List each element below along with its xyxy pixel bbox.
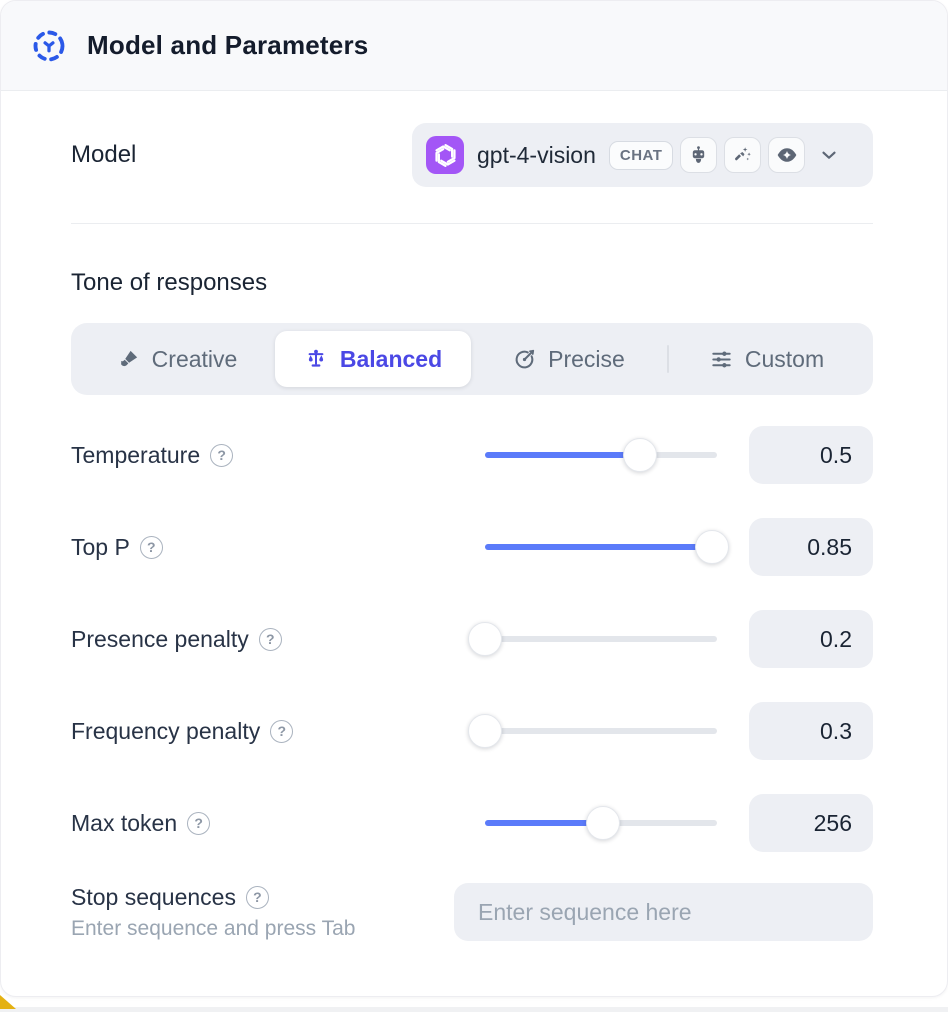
model-type-badge: CHAT [608, 140, 674, 170]
model-label: Model [71, 141, 137, 168]
max-token-slider[interactable] [485, 806, 717, 840]
frequency-penalty-slider[interactable] [468, 714, 717, 748]
help-icon[interactable]: ? [139, 535, 163, 559]
tone-option-label: Custom [744, 345, 825, 372]
parameter-label: Temperature [71, 441, 201, 468]
magic-wand-icon [724, 137, 762, 173]
assistant-robot-icon [680, 137, 718, 173]
tone-option-label: Creative [151, 345, 238, 372]
temperature-slider[interactable] [485, 438, 717, 472]
stop-sequence-input[interactable] [454, 883, 873, 941]
section-divider [71, 223, 873, 224]
stop-sequences-row: Stop sequences ? Enter sequence and pres… [71, 883, 873, 941]
model-cube-icon [33, 30, 65, 61]
background-strip [0, 1007, 948, 1012]
tone-option-label: Precise [548, 345, 625, 372]
slider-thumb[interactable] [468, 714, 502, 748]
target-icon [513, 348, 536, 371]
parameter-row-max-token: Max token ? 256 [71, 791, 873, 855]
sliders-icon [710, 348, 733, 371]
panel-header: Model and Parameters [1, 1, 947, 91]
panel-title: Model and Parameters [87, 30, 369, 60]
selected-model-name: gpt-4-vision [477, 141, 596, 168]
vision-eye-icon [768, 137, 806, 173]
tone-option-precise[interactable]: Precise [471, 331, 667, 387]
help-icon[interactable]: ? [210, 443, 234, 467]
slider-thumb[interactable] [623, 438, 658, 472]
yellow-corner-accent [0, 995, 16, 1009]
model-select-dropdown[interactable]: gpt-4-vision CHAT [412, 123, 873, 187]
tone-option-label: Balanced [339, 345, 443, 372]
help-icon[interactable]: ? [270, 719, 294, 743]
parameter-label: Top P [71, 533, 130, 560]
parameter-label: Frequency penalty [71, 717, 261, 744]
tone-option-balanced[interactable]: Balanced [275, 331, 471, 387]
parameter-label: Presence penalty [71, 625, 249, 652]
stop-sequences-label: Stop sequences [71, 883, 236, 910]
tone-option-custom[interactable]: Custom [669, 331, 865, 387]
frequency-penalty-value[interactable]: 0.3 [749, 702, 873, 760]
temperature-value[interactable]: 0.5 [749, 426, 873, 484]
slider-thumb[interactable] [468, 622, 502, 656]
segment-divider [667, 345, 669, 373]
panel-body: Model [1, 91, 947, 941]
tone-option-creative[interactable]: Creative [79, 331, 275, 387]
max-token-value[interactable]: 256 [749, 794, 873, 852]
openai-logo-icon [426, 136, 464, 174]
parameter-row-top-p: Top P ? 0.85 [71, 515, 873, 579]
balance-scale-icon [304, 347, 328, 371]
chevron-down-icon [818, 144, 840, 166]
top-p-value[interactable]: 0.85 [749, 518, 873, 576]
presence-penalty-value[interactable]: 0.2 [749, 610, 873, 668]
slider-thumb[interactable] [586, 806, 621, 840]
paintbrush-icon [117, 348, 140, 371]
top-p-slider[interactable] [485, 530, 730, 564]
parameter-label: Max token [71, 809, 178, 836]
tone-heading: Tone of responses [71, 269, 268, 296]
parameter-row-frequency-penalty: Frequency penalty ? 0.3 [71, 699, 873, 763]
parameter-row-presence-penalty: Presence penalty ? 0.2 [71, 607, 873, 671]
presence-penalty-slider[interactable] [468, 622, 717, 656]
model-row: Model [71, 123, 873, 187]
help-icon[interactable]: ? [258, 627, 282, 651]
slider-thumb[interactable] [695, 530, 730, 564]
parameter-row-temperature: Temperature ? 0.5 [71, 423, 873, 487]
help-icon[interactable]: ? [245, 885, 269, 909]
stop-sequences-hint: Enter sequence and press Tab [71, 916, 356, 940]
help-icon[interactable]: ? [187, 811, 211, 835]
tone-segmented-control: Creative Balanced [71, 323, 873, 395]
